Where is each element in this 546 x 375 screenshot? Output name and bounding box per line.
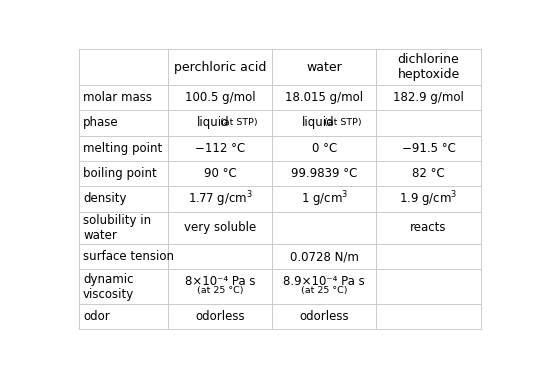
Text: phase: phase bbox=[83, 116, 118, 129]
Text: 8.9×10⁻⁴ Pa s: 8.9×10⁻⁴ Pa s bbox=[283, 275, 365, 288]
Text: (at STP): (at STP) bbox=[220, 118, 258, 128]
Text: 82 °C: 82 °C bbox=[412, 167, 445, 180]
Text: liquid: liquid bbox=[197, 116, 230, 129]
Text: 0 °C: 0 °C bbox=[312, 142, 337, 155]
Text: 100.5 g/mol: 100.5 g/mol bbox=[185, 91, 256, 104]
Text: water: water bbox=[306, 61, 342, 74]
Text: 1.77 g/cm$^{3}$: 1.77 g/cm$^{3}$ bbox=[188, 189, 252, 209]
Text: surface tension: surface tension bbox=[83, 250, 174, 263]
Text: dichlorine
heptoxide: dichlorine heptoxide bbox=[397, 53, 460, 81]
Text: −91.5 °C: −91.5 °C bbox=[402, 142, 455, 155]
Text: perchloric acid: perchloric acid bbox=[174, 61, 266, 74]
Text: 8×10⁻⁴ Pa s: 8×10⁻⁴ Pa s bbox=[185, 275, 256, 288]
Text: 99.9839 °C: 99.9839 °C bbox=[291, 167, 358, 180]
Text: liquid: liquid bbox=[301, 116, 334, 129]
Text: 182.9 g/mol: 182.9 g/mol bbox=[393, 91, 464, 104]
Text: (at 25 °C): (at 25 °C) bbox=[301, 286, 347, 295]
Text: (at 25 °C): (at 25 °C) bbox=[197, 286, 244, 295]
Text: solubility in
water: solubility in water bbox=[83, 214, 151, 242]
Text: 0.0728 N/m: 0.0728 N/m bbox=[290, 250, 359, 263]
Text: 90 °C: 90 °C bbox=[204, 167, 236, 180]
Text: very soluble: very soluble bbox=[184, 221, 256, 234]
Text: odorless: odorless bbox=[299, 310, 349, 323]
Text: dynamic
viscosity: dynamic viscosity bbox=[83, 273, 134, 301]
Text: melting point: melting point bbox=[83, 142, 162, 155]
Text: boiling point: boiling point bbox=[83, 167, 157, 180]
Text: 18.015 g/mol: 18.015 g/mol bbox=[285, 91, 363, 104]
Text: reacts: reacts bbox=[410, 221, 447, 234]
Text: odor: odor bbox=[83, 310, 110, 323]
Text: density: density bbox=[83, 192, 127, 206]
Text: (at STP): (at STP) bbox=[324, 118, 362, 128]
Text: 1.9 g/cm$^{3}$: 1.9 g/cm$^{3}$ bbox=[399, 189, 458, 209]
Text: 1 g/cm$^{3}$: 1 g/cm$^{3}$ bbox=[301, 189, 348, 209]
Text: odorless: odorless bbox=[195, 310, 245, 323]
Text: molar mass: molar mass bbox=[83, 91, 152, 104]
Text: −112 °C: −112 °C bbox=[195, 142, 245, 155]
